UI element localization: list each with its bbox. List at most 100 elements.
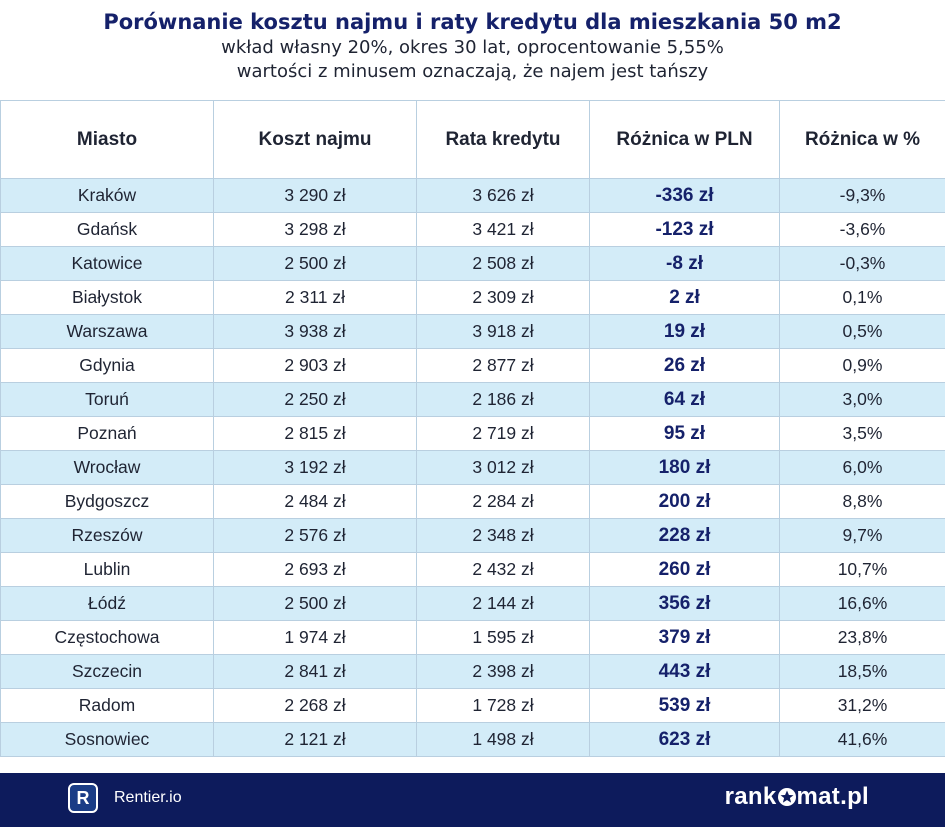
- cell-diff-pln: 623 zł: [589, 722, 780, 757]
- cell-rent: 2 841 zł: [213, 654, 417, 689]
- cell-diff-pln: 2 zł: [589, 280, 780, 315]
- table-row: Kraków 3 290 zł 3 626 zł -336 zł -9,3%: [0, 178, 945, 213]
- rankomat-logo-left: rank: [724, 783, 777, 810]
- cell-diff-pct: -3,6%: [779, 212, 945, 247]
- cell-diff-pln: -123 zł: [589, 212, 780, 247]
- cell-city: Łódź: [0, 586, 214, 621]
- cell-loan: 3 918 zł: [416, 314, 590, 349]
- table-row: Warszawa 3 938 zł 3 918 zł 19 zł 0,5%: [0, 314, 945, 349]
- cell-rent: 2 500 zł: [213, 586, 417, 621]
- table-row: Szczecin 2 841 zł 2 398 zł 443 zł 18,5%: [0, 654, 945, 689]
- cell-city: Rzeszów: [0, 518, 214, 553]
- cell-diff-pct: 3,0%: [779, 382, 945, 417]
- cell-diff-pln: 379 zł: [589, 620, 780, 655]
- cell-rent: 2 268 zł: [213, 688, 417, 723]
- cell-rent: 3 192 zł: [213, 450, 417, 485]
- cell-diff-pct: 16,6%: [779, 586, 945, 621]
- cell-loan: 1 498 zł: [416, 722, 590, 757]
- cell-diff-pct: 8,8%: [779, 484, 945, 519]
- table-row: Gdańsk 3 298 zł 3 421 zł -123 zł -3,6%: [0, 212, 945, 247]
- cell-diff-pln: 443 zł: [589, 654, 780, 689]
- cell-diff-pln: 19 zł: [589, 314, 780, 349]
- star-icon: [777, 788, 796, 806]
- cell-city: Lublin: [0, 552, 214, 587]
- chart-title: Porównanie kosztu najmu i raty kredytu d…: [103, 10, 842, 34]
- table-row: Toruń 2 250 zł 2 186 zł 64 zł 3,0%: [0, 382, 945, 417]
- cell-diff-pln: 539 zł: [589, 688, 780, 723]
- rankomat-logo: rank mat.pl: [725, 783, 869, 811]
- cell-rent: 2 250 zł: [213, 382, 417, 417]
- chart-subtitle-1: wkład własny 20%, okres 30 lat, oprocent…: [221, 37, 724, 58]
- cell-loan: 3 626 zł: [416, 178, 590, 213]
- cell-city: Toruń: [0, 382, 214, 417]
- cell-city: Wrocław: [0, 450, 214, 485]
- table-row: Poznań 2 815 zł 2 719 zł 95 zł 3,5%: [0, 416, 945, 451]
- cell-diff-pct: 31,2%: [779, 688, 945, 723]
- cell-rent: 2 484 zł: [213, 484, 417, 519]
- table-header-row: Miasto Koszt najmu Rata kredytu Różnica …: [0, 100, 945, 179]
- table-row: Łódź 2 500 zł 2 144 zł 356 zł 16,6%: [0, 586, 945, 621]
- cell-rent: 3 938 zł: [213, 314, 417, 349]
- cell-diff-pct: 3,5%: [779, 416, 945, 451]
- cell-rent: 2 693 zł: [213, 552, 417, 587]
- cell-rent: 2 121 zł: [213, 722, 417, 757]
- column-header-diff-pln: Różnica w PLN: [589, 100, 780, 179]
- table-row: Rzeszów 2 576 zł 2 348 zł 228 zł 9,7%: [0, 518, 945, 553]
- cell-city: Poznań: [0, 416, 214, 451]
- cell-diff-pct: 9,7%: [779, 518, 945, 553]
- cell-city: Warszawa: [0, 314, 214, 349]
- cell-rent: 2 903 zł: [213, 348, 417, 383]
- cell-loan: 3 012 zł: [416, 450, 590, 485]
- table-row: Wrocław 3 192 zł 3 012 zł 180 zł 6,0%: [0, 450, 945, 485]
- cell-diff-pct: 0,1%: [779, 280, 945, 315]
- cell-rent: 3 290 zł: [213, 178, 417, 213]
- cell-diff-pln: 26 zł: [589, 348, 780, 383]
- cell-diff-pct: 41,6%: [779, 722, 945, 757]
- cell-diff-pct: 0,5%: [779, 314, 945, 349]
- cell-loan: 2 348 zł: [416, 518, 590, 553]
- rentier-logo-text: Rentier.io: [114, 789, 182, 806]
- table-row: Katowice 2 500 zł 2 508 zł -8 zł -0,3%: [0, 246, 945, 281]
- cell-diff-pln: -336 zł: [589, 178, 780, 213]
- cell-diff-pln: 228 zł: [589, 518, 780, 553]
- table-row: Białystok 2 311 zł 2 309 zł 2 zł 0,1%: [0, 280, 945, 315]
- cell-diff-pln: 200 zł: [589, 484, 780, 519]
- table-row: Gdynia 2 903 zł 2 877 zł 26 zł 0,9%: [0, 348, 945, 383]
- cell-loan: 2 877 zł: [416, 348, 590, 383]
- cell-loan: 2 284 zł: [416, 484, 590, 519]
- cell-city: Bydgoszcz: [0, 484, 214, 519]
- cell-rent: 1 974 zł: [213, 620, 417, 655]
- table-body: Kraków 3 290 zł 3 626 zł -336 zł -9,3% Gdańsk…: [0, 178, 945, 757]
- cell-loan: 2 186 zł: [416, 382, 590, 417]
- chart-subtitle-2: wartości z minusem oznaczają, że najem j…: [236, 61, 709, 82]
- table-row: Bydgoszcz 2 484 zł 2 284 zł 200 zł 8,8%: [0, 484, 945, 519]
- cell-city: Gdańsk: [0, 212, 214, 247]
- cell-loan: 1 728 zł: [416, 688, 590, 723]
- cell-diff-pct: 18,5%: [779, 654, 945, 689]
- comparison-table-wrap: Miasto Koszt najmu Rata kredytu Różnica …: [0, 100, 945, 757]
- cell-diff-pct: 10,7%: [779, 552, 945, 587]
- column-header-loan: Rata kredytu: [416, 100, 590, 179]
- rentier-logo-icon: R: [68, 783, 98, 813]
- footer-bar: R Rentier.io rank mat.pl: [0, 773, 945, 827]
- cell-city: Katowice: [0, 246, 214, 281]
- chart-header: Porównanie kosztu najmu i raty kredytu d…: [0, 0, 945, 90]
- cell-loan: 2 508 zł: [416, 246, 590, 281]
- cell-city: Częstochowa: [0, 620, 214, 655]
- table-row: Sosnowiec 2 121 zł 1 498 zł 623 zł 41,6%: [0, 722, 945, 757]
- column-header-diff-pct: Różnica w %: [779, 100, 945, 179]
- cell-diff-pln: 260 zł: [589, 552, 780, 587]
- cell-city: Radom: [0, 688, 214, 723]
- cell-rent: 2 311 zł: [213, 280, 417, 315]
- column-header-city: Miasto: [0, 100, 214, 179]
- cell-city: Szczecin: [0, 654, 214, 689]
- cell-loan: 2 144 zł: [416, 586, 590, 621]
- cell-diff-pln: 356 zł: [589, 586, 780, 621]
- table-row: Lublin 2 693 zł 2 432 zł 260 zł 10,7%: [0, 552, 945, 587]
- cell-diff-pct: 0,9%: [779, 348, 945, 383]
- cell-loan: 2 398 zł: [416, 654, 590, 689]
- cell-loan: 2 432 zł: [416, 552, 590, 587]
- cell-diff-pct: 23,8%: [779, 620, 945, 655]
- cell-city: Białystok: [0, 280, 214, 315]
- cell-diff-pln: 180 zł: [589, 450, 780, 485]
